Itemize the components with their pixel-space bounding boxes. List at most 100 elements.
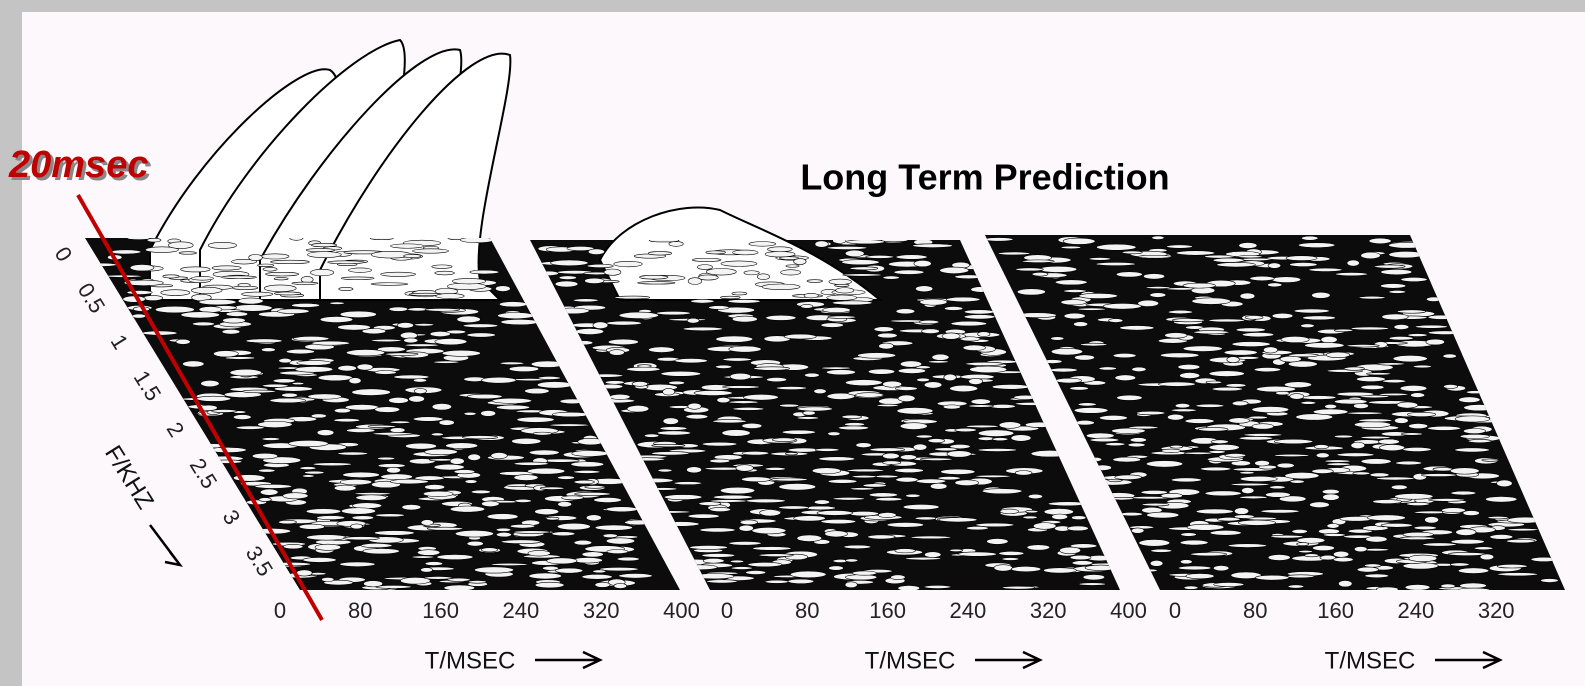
texture-blob — [1383, 379, 1406, 382]
texture-blob — [338, 452, 368, 455]
texture-blob — [868, 369, 895, 374]
texture-blob — [1408, 334, 1427, 337]
texture-blob — [233, 415, 251, 420]
texture-blob — [1213, 565, 1229, 570]
texture-blob — [1460, 583, 1487, 588]
texture-blob — [562, 496, 584, 500]
texture-blob — [913, 444, 927, 450]
texture-blob — [732, 316, 757, 322]
texture-blob — [702, 442, 737, 446]
texture-blob — [400, 332, 417, 339]
texture-blob — [375, 371, 396, 375]
texture-blob — [1290, 480, 1304, 483]
texture-blob — [1458, 568, 1489, 574]
texture-blob — [944, 374, 957, 381]
texture-blob — [992, 384, 1029, 389]
texture-blob — [842, 260, 880, 265]
texture-blob — [664, 495, 702, 500]
texture-blob — [826, 370, 855, 375]
texture-blob — [464, 412, 476, 415]
texture-blob — [1367, 515, 1405, 521]
texture-blob — [801, 304, 813, 308]
texture-blob — [982, 489, 1022, 494]
texture-blob — [922, 329, 940, 334]
texture-blob — [966, 425, 999, 428]
texture-blob — [1316, 453, 1329, 458]
texture-blob — [827, 246, 867, 249]
texture-blob — [1138, 255, 1172, 258]
texture-blob — [1401, 433, 1422, 436]
texture-blob — [467, 394, 502, 399]
texture-blob — [1211, 440, 1229, 444]
texture-blob — [1238, 520, 1275, 525]
texture-blob — [1050, 368, 1078, 372]
texture-blob — [1322, 489, 1339, 494]
texture-blob — [381, 474, 413, 480]
texture-blob — [1347, 260, 1359, 266]
texture-blob — [246, 339, 282, 343]
texture-blob — [1234, 508, 1248, 515]
texture-blob — [552, 412, 589, 417]
texture-blob — [425, 308, 460, 311]
texture-blob — [213, 351, 238, 357]
texture-blob — [984, 238, 1013, 242]
texture-blob — [879, 343, 894, 349]
texture-blob — [1184, 452, 1213, 454]
texture-blob — [1507, 528, 1538, 531]
texture-blob — [500, 362, 524, 365]
texture-blob — [916, 479, 946, 484]
texture-blob — [315, 544, 341, 550]
texture-blob — [241, 292, 273, 296]
texture-blob — [1265, 492, 1290, 497]
texture-blob — [710, 459, 730, 463]
texture-blob — [978, 448, 1017, 451]
texture-blob — [1426, 339, 1445, 345]
texture-blob — [1314, 445, 1328, 449]
t-tick-label: 0 — [721, 598, 733, 623]
texture-blob — [1209, 444, 1239, 450]
texture-blob — [697, 265, 712, 270]
texture-blob — [779, 506, 809, 509]
texture-blob — [1421, 474, 1456, 477]
texture-blob — [1238, 255, 1262, 257]
texture-blob — [1167, 245, 1193, 248]
texture-blob — [1298, 550, 1312, 552]
texture-blob — [1451, 539, 1484, 544]
texture-blob — [1451, 491, 1476, 495]
texture-blob — [179, 252, 196, 255]
texture-blob — [848, 511, 878, 516]
texture-blob — [222, 329, 240, 334]
texture-blob — [555, 568, 583, 573]
texture-blob — [1205, 491, 1241, 496]
texture-blob — [271, 260, 310, 263]
texture-blob — [958, 552, 997, 556]
texture-blob — [1096, 262, 1136, 265]
texture-blob — [414, 388, 426, 393]
texture-blob — [1413, 365, 1432, 368]
texture-blob — [1361, 459, 1391, 465]
texture-blob — [1309, 268, 1343, 271]
texture-blob — [1244, 433, 1282, 436]
texture-blob — [273, 379, 295, 383]
t-tick-label: 80 — [795, 598, 819, 623]
texture-blob — [1063, 238, 1095, 244]
texture-blob — [371, 339, 401, 342]
texture-blob — [1361, 436, 1391, 439]
texture-blob — [691, 299, 714, 303]
texture-blob — [746, 499, 785, 503]
texture-blob — [1364, 564, 1381, 567]
texture-blob — [550, 424, 589, 427]
texture-blob — [941, 469, 975, 474]
texture-blob — [729, 346, 761, 352]
texture-blob — [632, 381, 648, 386]
texture-blob — [292, 382, 304, 384]
texture-blob — [351, 524, 363, 529]
texture-blob — [928, 439, 945, 443]
texture-blob — [1078, 403, 1096, 406]
texture-blob — [1356, 377, 1385, 382]
texture-blob — [540, 487, 564, 490]
texture-blob — [1242, 332, 1274, 336]
texture-blob — [814, 500, 829, 504]
texture-blob — [1482, 459, 1499, 461]
texture-blob — [1022, 260, 1054, 263]
